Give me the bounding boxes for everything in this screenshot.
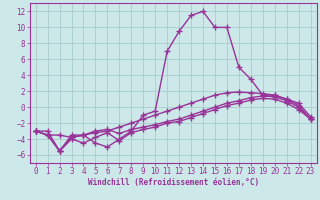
- X-axis label: Windchill (Refroidissement éolien,°C): Windchill (Refroidissement éolien,°C): [88, 178, 259, 187]
